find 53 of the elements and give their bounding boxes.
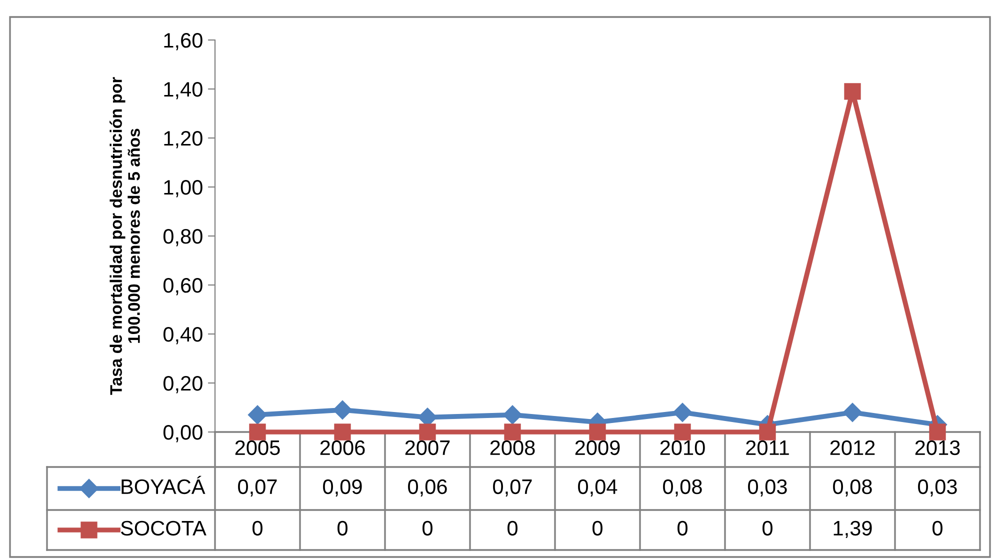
x-tick-label: 2006 (320, 440, 365, 456)
point (249, 424, 266, 440)
data-label: 0 (678, 520, 688, 536)
data-label: 0 (762, 520, 772, 536)
legend-label: SOCOTA (120, 520, 206, 536)
data-label: 0,03 (748, 479, 787, 497)
data-label: 0 (592, 520, 602, 536)
point (929, 424, 946, 440)
x-tick-label: 2009 (575, 440, 620, 456)
point (844, 83, 861, 100)
y-tick-label: 0,80 (163, 229, 202, 246)
y-tick-label: 1,00 (164, 180, 202, 198)
point (842, 402, 862, 422)
y-tick-label: 1,60 (164, 33, 202, 50)
y-axis-title: Tasa de mortalidad por desnutrición por 100.000 menores de 5 años (110, 77, 140, 395)
y-tick-label: 0,40 (163, 327, 202, 344)
y-tick-label: 0,20 (163, 376, 202, 394)
x-tick-label: 2013 (915, 440, 960, 456)
data-label: 0 (338, 520, 348, 536)
data-label: 0,07 (493, 479, 532, 497)
y-tick-label: 1,40 (164, 82, 202, 100)
data-label: 0,04 (578, 479, 618, 497)
data-label: 0 (508, 520, 518, 536)
data-label: 0,07 (238, 479, 277, 497)
x-tick-label: 2012 (830, 440, 875, 456)
point (504, 424, 521, 440)
point (502, 405, 522, 424)
point (248, 405, 268, 424)
data-label: 0 (252, 520, 262, 536)
x-tick-label: 2010 (660, 440, 705, 456)
point (419, 424, 436, 440)
y-tick-label: 1,20 (164, 131, 202, 148)
data-label: 0,08 (663, 479, 702, 497)
y-tick-label: 0,60 (163, 278, 202, 296)
point (759, 424, 776, 440)
data-label: 0 (422, 520, 432, 536)
x-tick-label: 2005 (235, 440, 280, 456)
point (672, 402, 692, 422)
y-tick-label: 0,00 (163, 425, 202, 442)
point (334, 424, 351, 440)
point (589, 424, 606, 440)
data-label: 0,08 (833, 479, 872, 497)
point (674, 424, 691, 440)
data-label: 1,39 (834, 520, 872, 538)
x-tick-label: 2011 (746, 440, 789, 456)
x-tick-label: 2007 (405, 440, 450, 456)
point (332, 400, 352, 420)
x-tick-label: 2008 (490, 440, 535, 456)
data-label: 0,03 (918, 479, 957, 497)
legend-label: BOYACÁ (122, 476, 206, 494)
data-label: 0,09 (323, 479, 362, 497)
data-label: 0 (932, 520, 942, 536)
data-label: 0,06 (408, 479, 447, 497)
